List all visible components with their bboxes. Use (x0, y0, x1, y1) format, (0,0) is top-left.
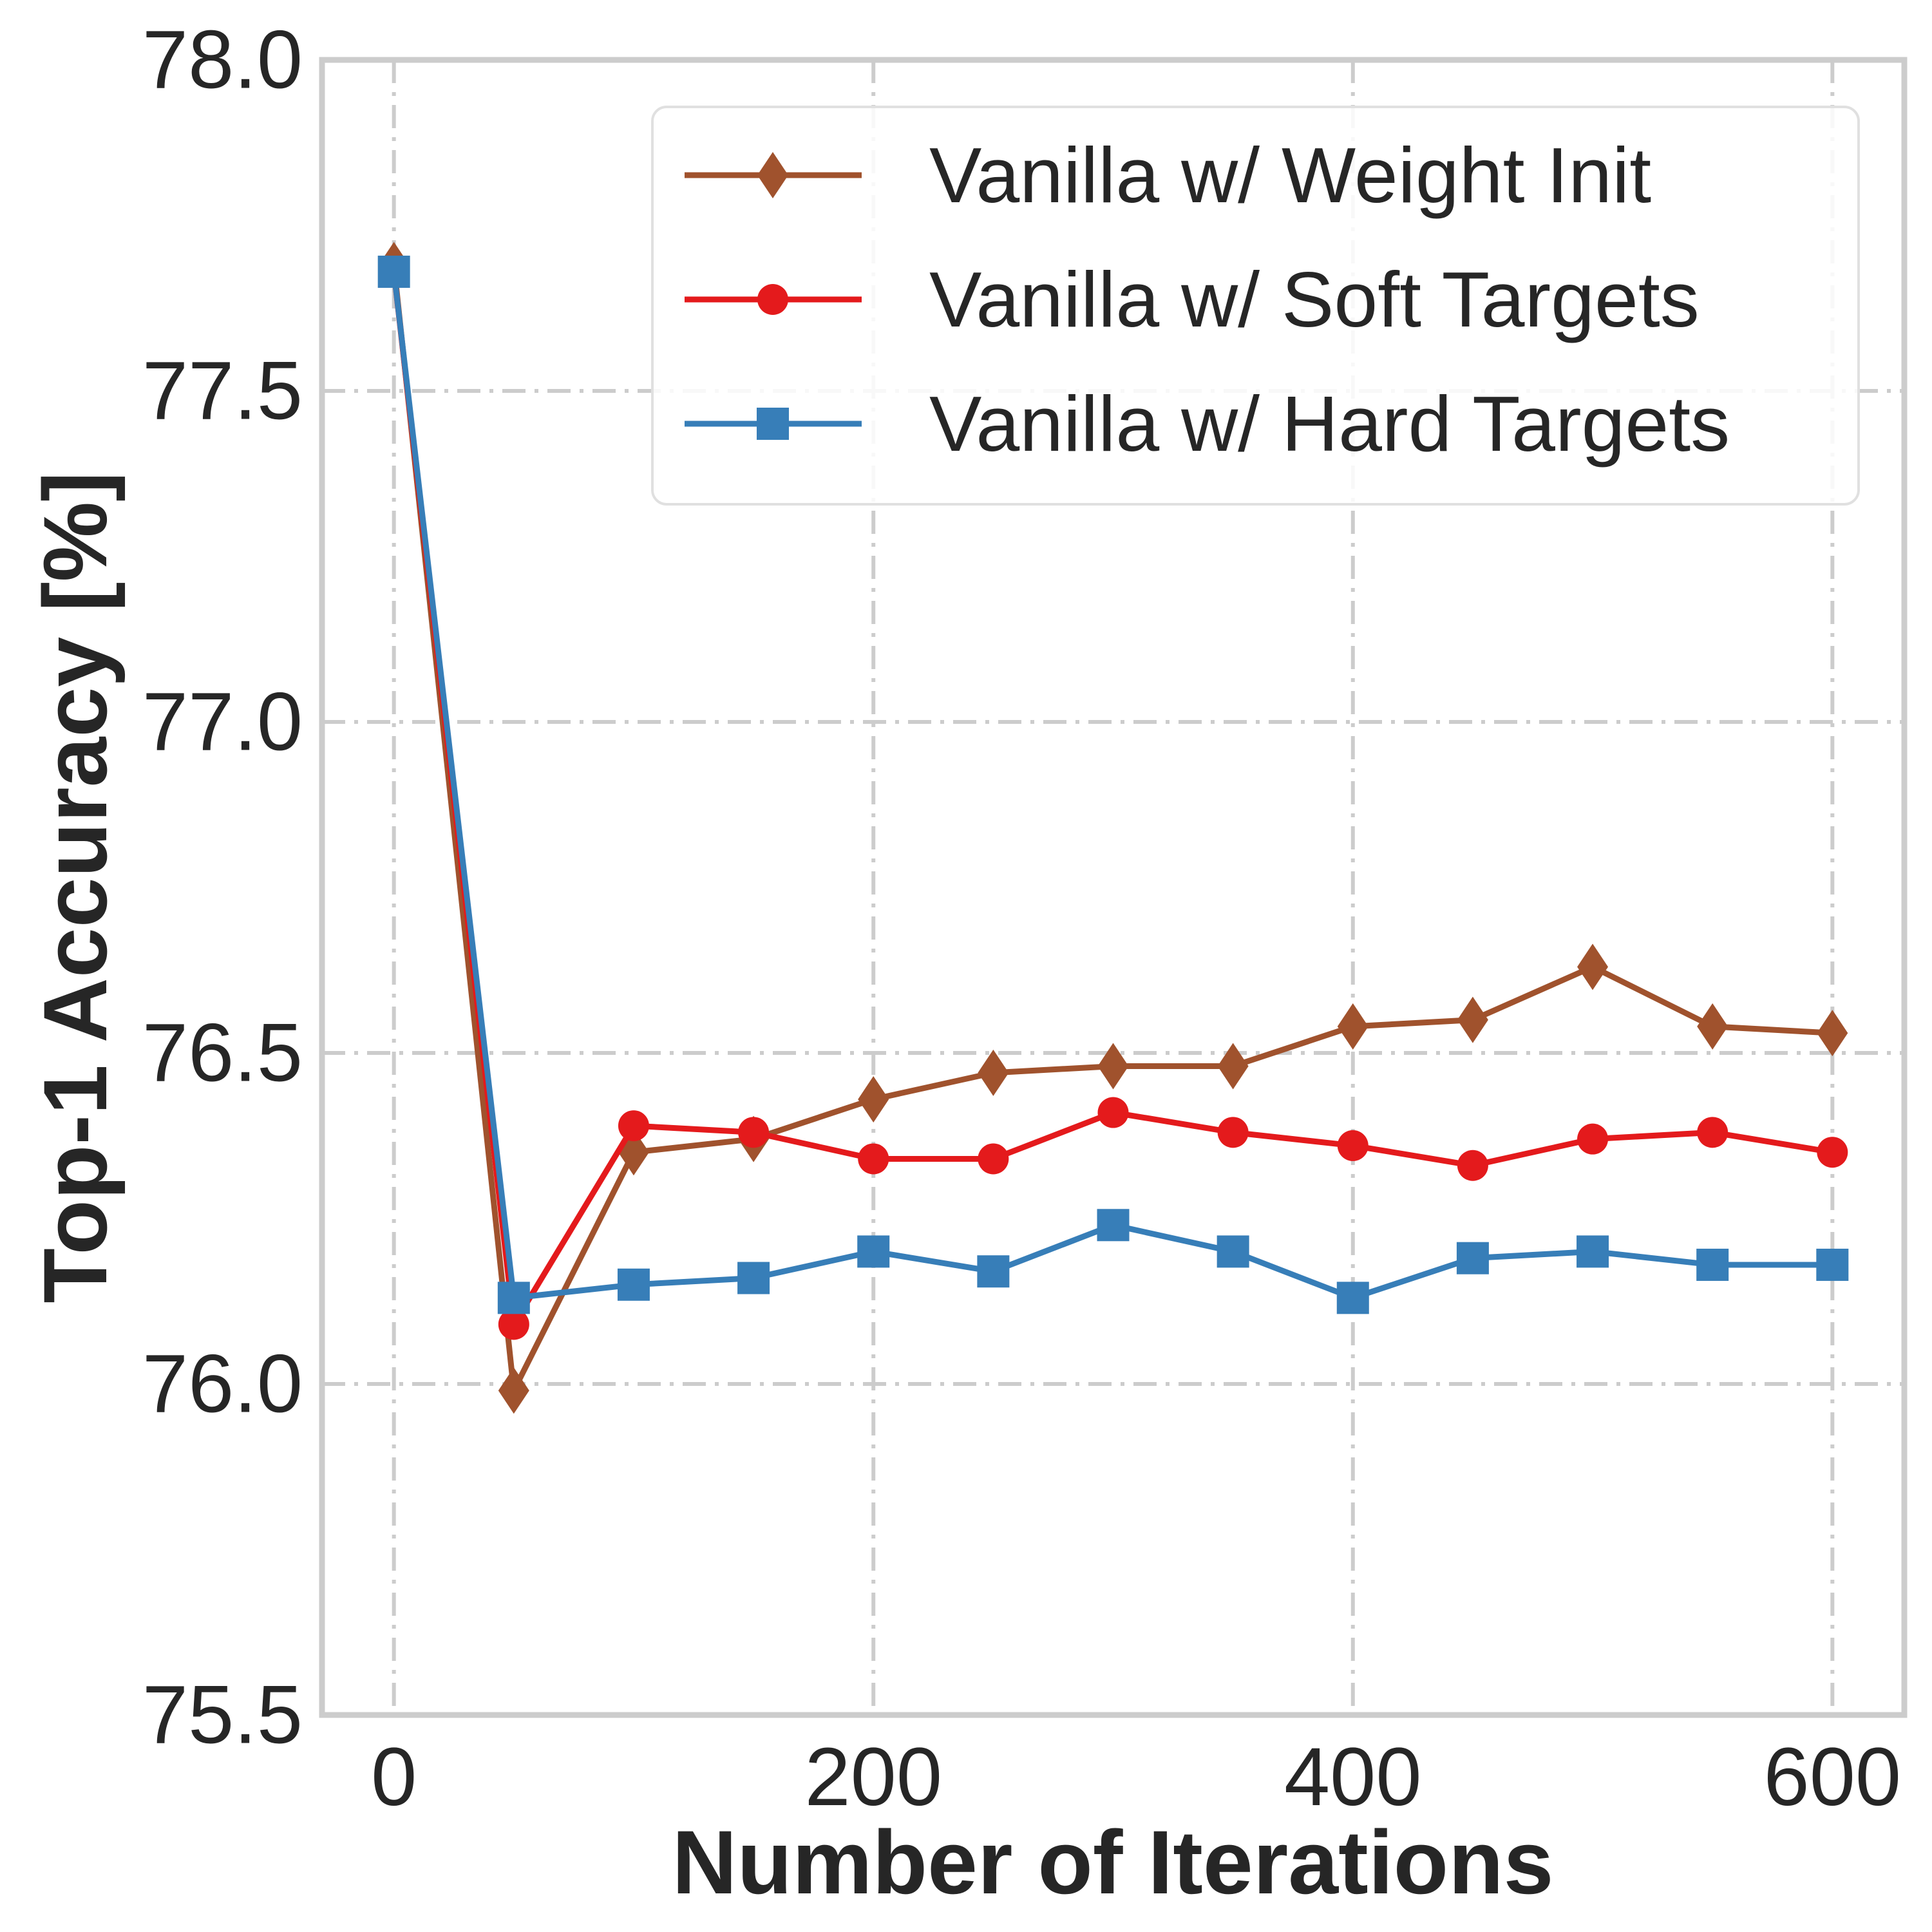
data-point (1337, 1003, 1368, 1050)
y-tick-label: 76.5 (142, 1007, 303, 1099)
legend-marker (757, 284, 788, 315)
data-point (1097, 1209, 1130, 1242)
data-point (858, 1143, 889, 1175)
data-point (1697, 1003, 1728, 1050)
data-point (618, 1110, 649, 1142)
data-point (1577, 1123, 1609, 1155)
legend-label: Vanilla w/ Hard Targets (929, 380, 1730, 468)
data-point (858, 1075, 889, 1122)
y-tick-label: 76.0 (142, 1338, 303, 1430)
legend-item: Vanilla w/ Hard Targets (685, 380, 1730, 468)
data-point (857, 1235, 890, 1268)
data-point (1097, 1043, 1129, 1090)
data-point (737, 1262, 770, 1294)
data-point (977, 1255, 1010, 1288)
data-point (498, 1309, 529, 1340)
legend-box (651, 106, 1860, 506)
data-point (497, 1282, 530, 1314)
data-point (1456, 1242, 1489, 1274)
data-point (1696, 1248, 1729, 1281)
y-axis-title: Top-1 Accuracy [%] (24, 471, 126, 1303)
legend-marker (757, 408, 789, 440)
data-point (1217, 1117, 1249, 1148)
data-point (1817, 1010, 1848, 1057)
legend-item: Vanilla w/ Weight Init (685, 131, 1651, 219)
data-point (978, 1143, 1009, 1175)
y-tick-label: 77.0 (142, 676, 303, 768)
data-point (1457, 1150, 1488, 1181)
data-point (1097, 1097, 1129, 1128)
data-point (1816, 1248, 1849, 1281)
data-point (1337, 1130, 1368, 1161)
legend-item: Vanilla w/ Soft Targets (685, 256, 1700, 343)
legend-label: Vanilla w/ Soft Targets (929, 256, 1700, 343)
x-tick-label: 0 (371, 1731, 417, 1823)
legend-label: Vanilla w/ Weight Init (929, 131, 1651, 219)
x-tick-label: 200 (804, 1731, 942, 1823)
x-tick-label: 600 (1764, 1731, 1902, 1823)
data-point (1457, 996, 1488, 1043)
legend: Vanilla w/ Weight Init Vanilla w/ Soft Ta… (651, 106, 1860, 506)
y-tick-label: 75.5 (142, 1669, 303, 1761)
data-point (1697, 1117, 1728, 1148)
data-point (1817, 1137, 1848, 1168)
x-tick-label: 400 (1284, 1731, 1422, 1823)
data-point (1577, 943, 1609, 990)
series-3 (377, 255, 1849, 1314)
data-point (377, 255, 410, 288)
data-point (1217, 1235, 1249, 1268)
data-point (1577, 1235, 1609, 1268)
legend-marker (757, 152, 788, 198)
data-point (978, 1049, 1009, 1096)
data-point (617, 1268, 650, 1301)
data-point (1217, 1043, 1249, 1090)
x-axis-title: Number of Iterations (672, 1812, 1553, 1913)
plot-frame (319, 57, 1908, 1718)
y-tick-label: 77.5 (142, 345, 303, 437)
data-point (498, 1367, 529, 1414)
tick-labels: 0 200 400 600 75.5 76.0 76.5 77.0 77.5 78.0 (142, 14, 1901, 1824)
data-point (1336, 1282, 1369, 1314)
y-tick-label: 78.0 (142, 14, 303, 106)
data-point (738, 1117, 770, 1148)
series-layer (377, 242, 1849, 1414)
